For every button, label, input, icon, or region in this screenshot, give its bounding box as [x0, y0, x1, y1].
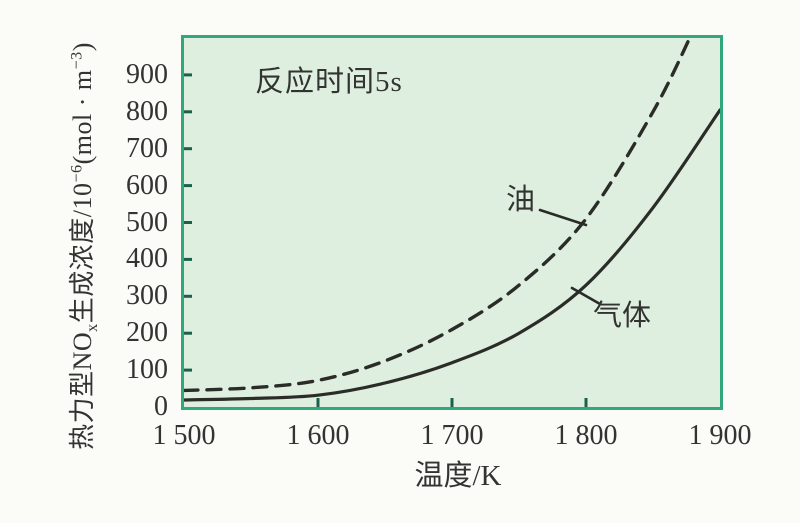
- reaction-time-annotation: 反应时间5s: [255, 66, 403, 98]
- y-tick-label: 800: [126, 95, 168, 127]
- x-tick-label: 1 500: [152, 420, 216, 451]
- x-tick-label: 1 900: [688, 420, 752, 451]
- gas-curve: [184, 108, 720, 402]
- x-tick-label: 1 600: [286, 420, 350, 451]
- y-tick-label: 300: [126, 280, 168, 312]
- y-axis-title-part: ): [67, 42, 97, 52]
- x-tick-label: 1 700: [420, 420, 484, 451]
- y-tick-label: 500: [126, 206, 168, 238]
- y-tick-label: 0: [154, 391, 168, 422]
- x-axis-title: 温度/K: [414, 460, 502, 492]
- oil-curve: [184, 38, 692, 393]
- y-tick-label: 600: [126, 169, 168, 201]
- y-tick-label: 400: [126, 243, 168, 275]
- oil-curve-label: 油: [506, 184, 536, 216]
- gas-leader-line: [570, 286, 602, 306]
- plot-area: 反应时间5s 油 气体: [181, 35, 723, 410]
- y-axis-title-part: 热力型NO: [67, 331, 97, 450]
- plot-canvas: [184, 38, 720, 407]
- y-axis-title-superscript: −6: [68, 164, 86, 183]
- y-tick-label: 100: [126, 354, 168, 386]
- y-tick-label: 900: [126, 58, 168, 90]
- tick-marks: [184, 73, 588, 407]
- y-tick-label: 700: [126, 132, 168, 164]
- y-tick-label: 200: [126, 317, 168, 349]
- x-tick-label: 1 800: [554, 420, 618, 451]
- oil-leader-line: [538, 208, 588, 227]
- gas-curve-label: 气体: [593, 300, 652, 332]
- y-axis-title-superscript: −3: [68, 51, 86, 70]
